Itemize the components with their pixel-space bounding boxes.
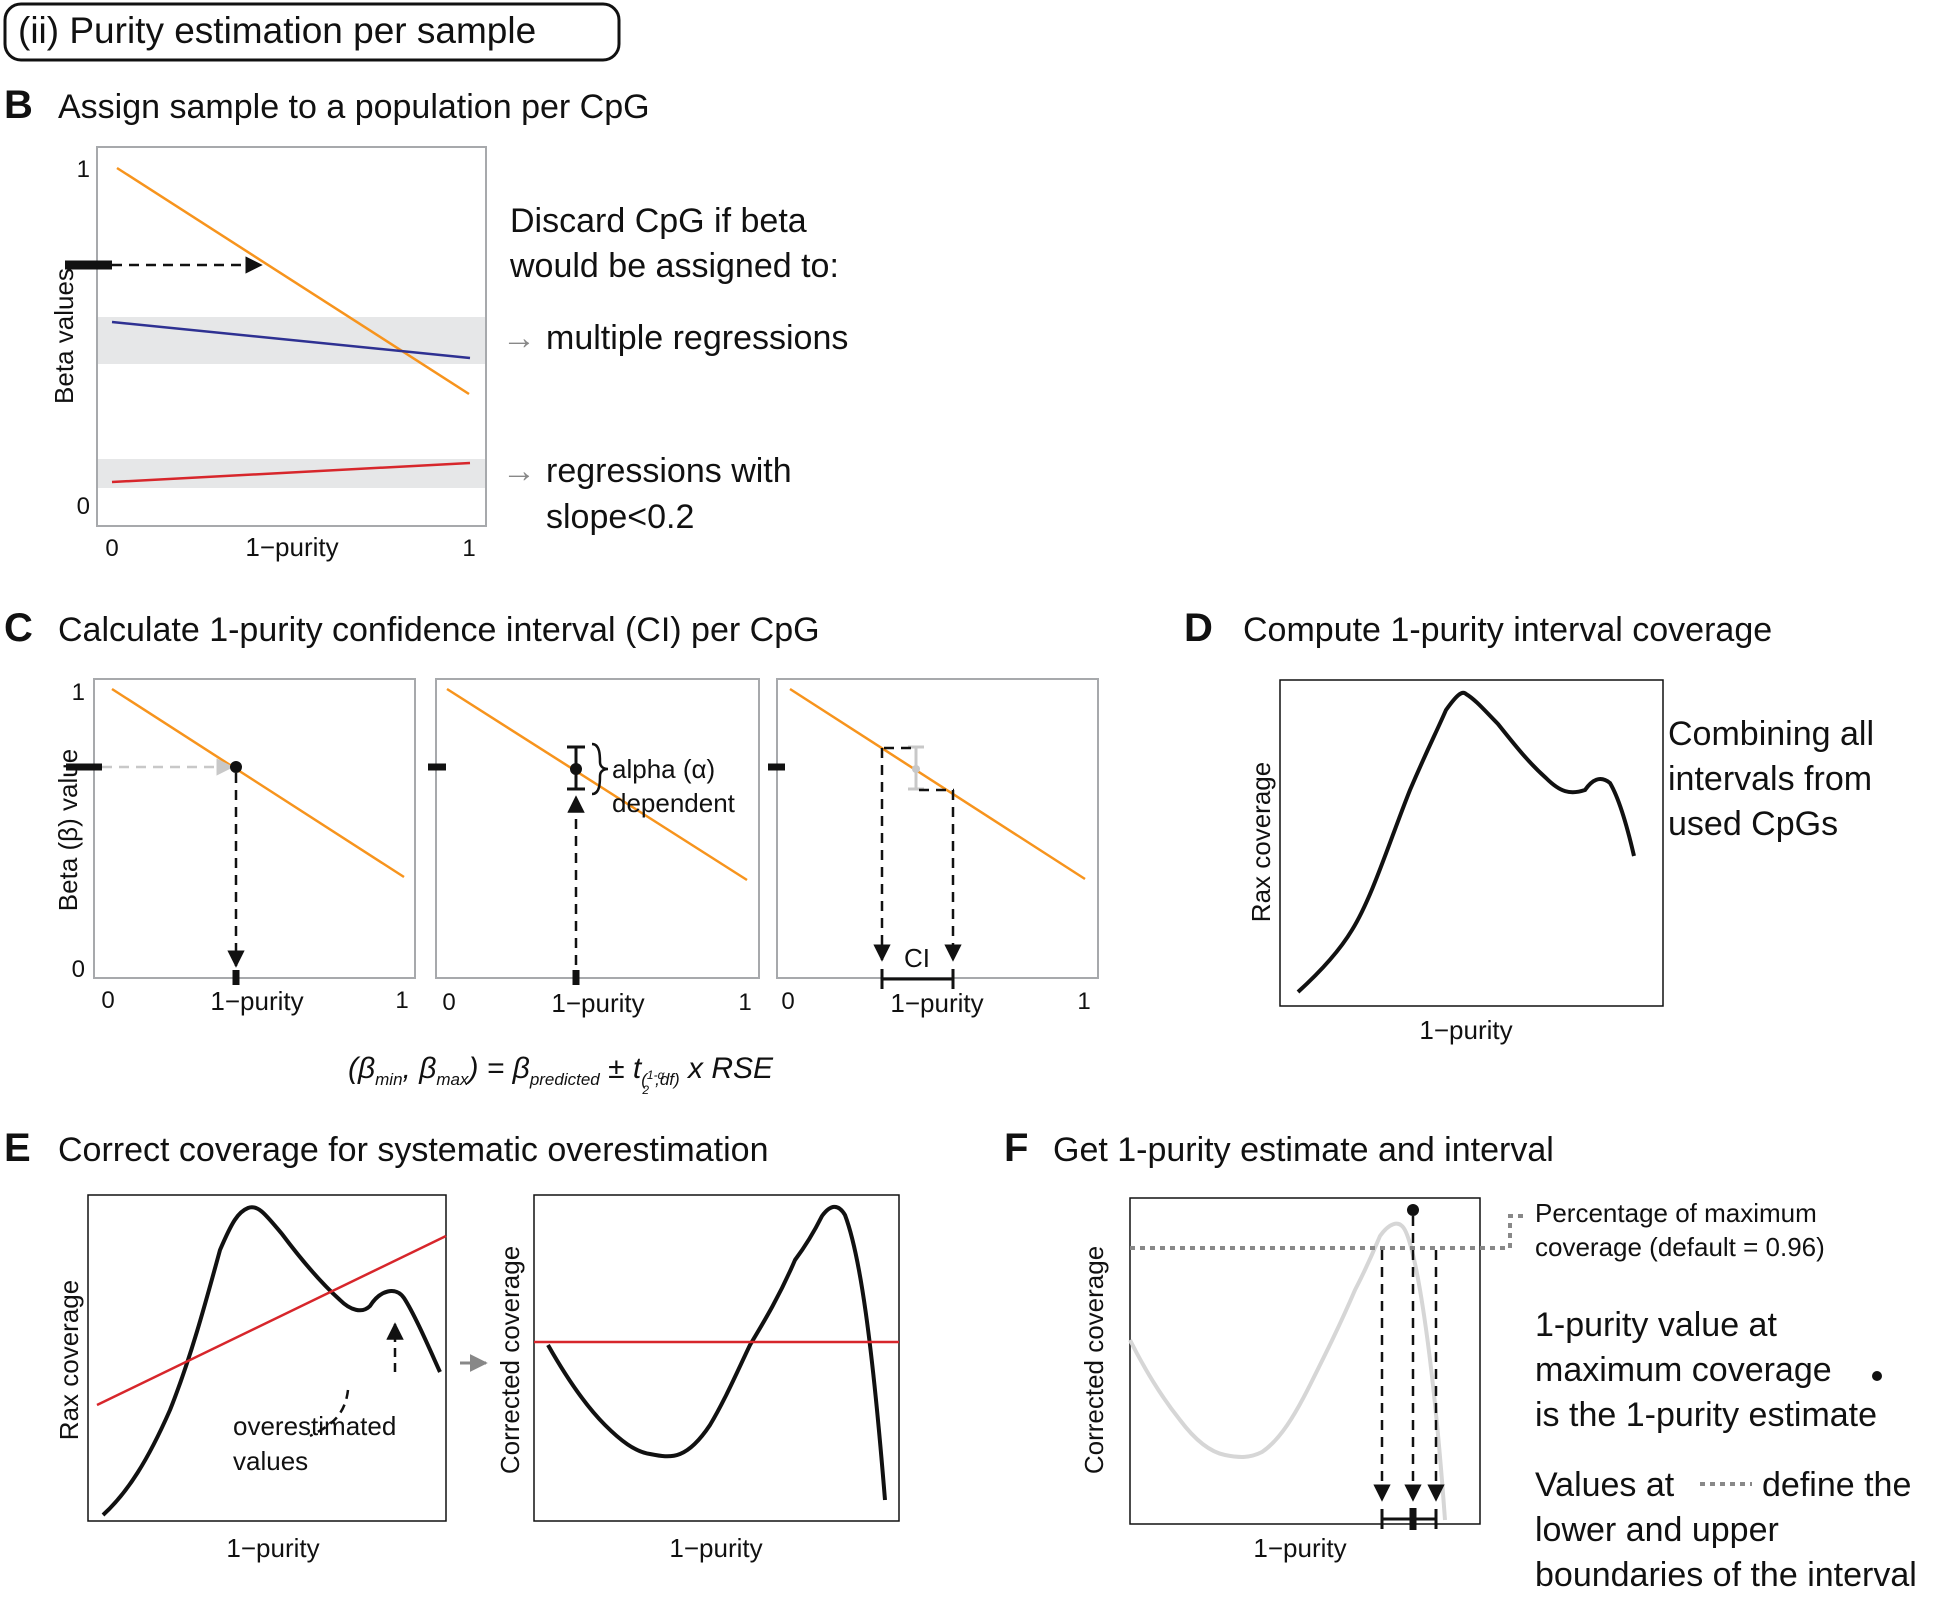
panel-b-ytick-0: 0 [77,493,90,520]
panel-b-letter: B [4,83,33,127]
panel-f-estimate-dot-icon [1872,1371,1882,1381]
panel-b-item2-line1: regressions with [546,452,792,490]
panel-f-coverage-curve [1128,1221,1447,1521]
panel-c-formula: (βmin, βmax) = βpredicted ± t(1-α 2,df) x… [348,1052,774,1097]
panel-b-xtick-1: 1 [462,535,475,562]
panel-f-val-word: Values at [1535,1466,1675,1504]
panel-c-plot3-point [912,765,920,773]
panel-c-plot1-xlabel: 1−purity [210,986,303,1016]
panel-c-plot2-xlabel: 1−purity [551,988,644,1018]
panel-c-plot2-point [570,763,582,775]
panel-e-letter: E [4,1126,31,1170]
panel-d-letter: D [1184,606,1213,650]
panel-f-threshold-leader [1508,1214,1528,1248]
panel-b-orange-regression [116,166,470,396]
panel-c-plot3-xlabel: 1−purity [890,988,983,1018]
panel-b-red-regression [111,461,471,484]
panel-d-ylabel: Rax coverage [1246,762,1276,922]
panel-f: F Get 1-purity estimate and interval Cor… [1004,1126,1917,1594]
panel-f-est-line2: maximum coverage [1535,1351,1832,1389]
panel-d-coverage-curve [1296,690,1636,994]
panel-f-plot-frame [1129,1197,1481,1525]
header-box [3,2,621,62]
panel-d-title: Compute 1-purity interval coverage [1243,611,1772,649]
panel-e-right-xlabel: 1−purity [669,1533,762,1563]
panel-b-title: Assign sample to a population per CpG [58,88,650,126]
panel-f-val-rest: define the [1762,1466,1911,1504]
panel-e-trend-line [96,1234,447,1407]
panel-b: B Assign sample to a population per CpG … [4,83,848,562]
panel-f-title: Get 1-purity estimate and interval [1053,1131,1554,1169]
panel-e-right-ylabel: Corrected coverage [495,1246,525,1474]
panel-e-corrected-curve [546,1204,887,1501]
panel-d-note-line1: Combining all [1668,715,1874,753]
panel-b-xtick-0: 0 [105,535,118,562]
panel-f-est-line3: is the 1-purity estimate [1535,1396,1877,1434]
panel-b-item1-arrow-icon: → [502,319,536,357]
panel-c-plot3-orange-line [789,687,1086,881]
panel-e-annot-line2: values [233,1446,308,1476]
panel-f-max-point [1407,1204,1419,1216]
header-title: (ii) Purity estimation per sample [18,10,536,51]
panel-b-item1: multiple regressions [546,319,848,357]
panel-b-item2-arrow-icon: → [502,452,536,490]
panel-f-val-line2: lower and upper [1535,1511,1779,1549]
panel-c-plot2-brace [591,742,609,796]
panel-e-left-xlabel: 1−purity [226,1533,319,1563]
panel-e-title: Correct coverage for systematic overesti… [58,1131,768,1169]
panel-e-left-frame [87,1194,447,1522]
panel-c-plot1-xtick-0: 0 [101,987,114,1014]
panel-c-alpha-line2: dependent [612,788,736,818]
panel-c-plot1-orange-line [111,687,405,879]
panel-c-ytick-0: 0 [72,956,85,983]
panel-c-plot3-xtick-1: 1 [1077,988,1090,1015]
panel-c-ylabel: Beta (β) value [53,749,83,911]
header: (ii) Purity estimation per sample [3,2,621,62]
panel-b-ytick-1: 1 [77,156,90,183]
panel-c-plot2-orange-line [446,687,748,882]
panel-f-val-line3: boundaries of the interval [1535,1556,1917,1594]
panel-f-pct-line2: coverage (default = 0.96) [1535,1232,1825,1262]
panel-d-plot-frame [1279,679,1664,1007]
panel-c-plot1-xtick-1: 1 [395,987,408,1014]
panel-e-right-frame [533,1194,900,1522]
panel-b-plot-frame [96,146,487,527]
panel-e-left-ylabel: Rax coverage [54,1280,84,1440]
panel-f-pct-line1: Percentage of maximum [1535,1198,1817,1228]
panel-f-xlabel: 1−purity [1253,1533,1346,1563]
panel-e: E Correct coverage for systematic overes… [4,1126,900,1563]
panel-c-plot2-frame [435,678,760,979]
panel-e-annot-line1: overestimated [233,1411,396,1441]
panel-d: D Compute 1-purity interval coverage Rax… [1184,606,1874,1045]
panel-c-plot1-point [230,761,242,773]
panel-c-letter: C [4,606,33,650]
panel-b-blue-regression [111,320,471,360]
panel-c-plot2-xtick-0: 0 [442,989,455,1016]
panel-c-ytick-1: 1 [72,679,85,706]
panel-c-plot3-xtick-0: 0 [781,988,794,1015]
panel-e-raw-coverage-curve [101,1205,442,1517]
panel-c-ci-label: CI [904,943,930,973]
panel-c-title: Calculate 1-purity confidence interval (… [58,611,820,649]
panel-c-plot1-frame [93,678,416,979]
panel-f-ylabel: Corrected coverage [1079,1246,1109,1474]
panel-c-plot2-xtick-1: 1 [738,989,751,1016]
panel-b-item2-line2: slope<0.2 [546,498,694,536]
panel-d-note-line3: used CpGs [1668,805,1838,843]
panel-b-xlabel: 1−purity [245,532,338,562]
panel-c-alpha-line1: alpha (α) [612,754,715,784]
panel-c: C Calculate 1-purity confidence interval… [4,606,1099,1097]
formula-text: (βmin, βmax) = βpredicted ± t(1-α 2,df) x… [348,1052,774,1097]
panel-b-note-line2: would be assigned to: [509,247,839,285]
panel-b-note-line1: Discard CpG if beta [510,202,807,240]
panel-d-xlabel: 1−purity [1419,1015,1512,1045]
panel-f-letter: F [1004,1126,1028,1170]
panel-e-annot-curve [309,1389,350,1438]
panel-d-note-line2: intervals from [1668,760,1872,798]
panel-b-ylabel: Beta values [49,268,79,404]
panel-f-est-line1: 1-purity value at [1535,1306,1777,1344]
panel-c-plot3-frame [776,678,1099,979]
